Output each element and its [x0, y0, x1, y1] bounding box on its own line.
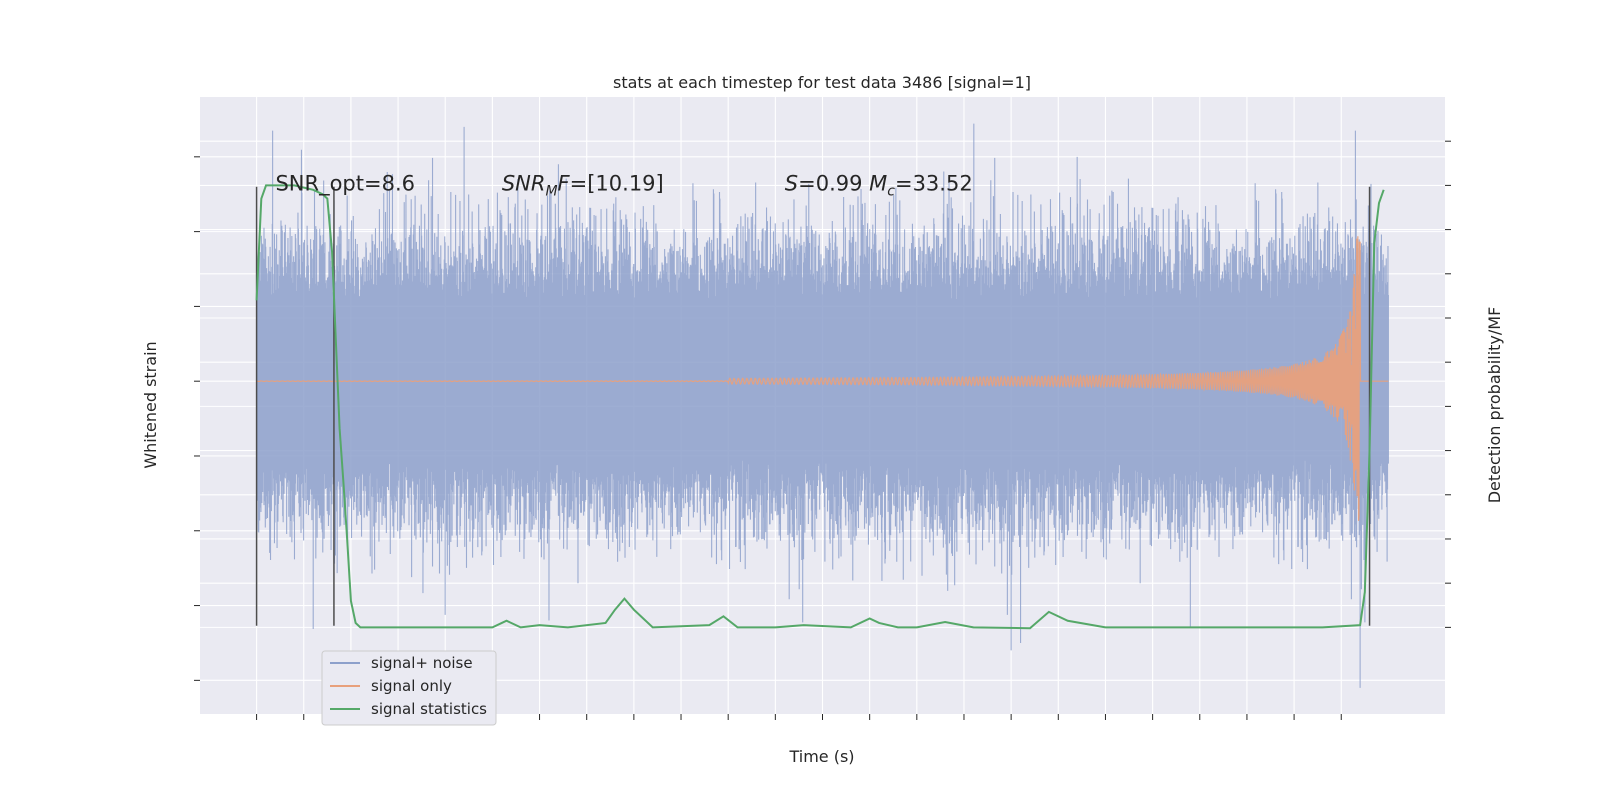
- legend-box: [321, 650, 497, 726]
- annotation-1: SNRMF=[10.19]: [502, 171, 664, 199]
- chart-title: stats at each timestep for test data 348…: [613, 73, 1031, 92]
- annotation-part: M: [545, 183, 557, 199]
- y2-axis-label: Detection probability/MF: [1485, 307, 1504, 504]
- annotation-part: M: [869, 171, 887, 195]
- annotation-part: SNR_opt=8.6: [275, 171, 415, 196]
- annotations: SNR_opt=8.6 SNRMF=[10.19] S=0.99 Mc=33.52: [275, 171, 972, 199]
- annotation-part: c: [887, 183, 895, 199]
- y-axis-ticks: [194, 156, 200, 681]
- y-axis-label: Whitened strain: [141, 341, 160, 468]
- legend-label-stats: signal statistics: [371, 700, 487, 718]
- annotation-2: S=0.99 Mc=33.52: [785, 171, 973, 199]
- signal-statistics-line: [255, 184, 1385, 630]
- y2-axis-ticks: [1445, 140, 1451, 628]
- annotation-0: SNR_opt=8.6: [275, 171, 415, 196]
- x-axis-label: Time (s): [788, 747, 854, 766]
- annotation-part: S: [785, 171, 798, 195]
- vertical-markers: [255, 186, 1371, 626]
- annotation-part: =0.99: [798, 171, 869, 195]
- signal-only-line: [256, 236, 1389, 521]
- annotation-part: SNR: [502, 171, 546, 195]
- legend-label-signal: signal only: [371, 677, 452, 695]
- annotation-part: =33.52: [895, 171, 973, 195]
- signal-statistics-series: [255, 184, 1385, 630]
- annotation-part: =[10.19]: [570, 171, 664, 195]
- legend: signal+ noise signal only signal statist…: [321, 650, 497, 726]
- signal-only-series: [256, 236, 1389, 521]
- annotation-part: F: [558, 171, 571, 195]
- legend-label-noise: signal+ noise: [371, 654, 473, 672]
